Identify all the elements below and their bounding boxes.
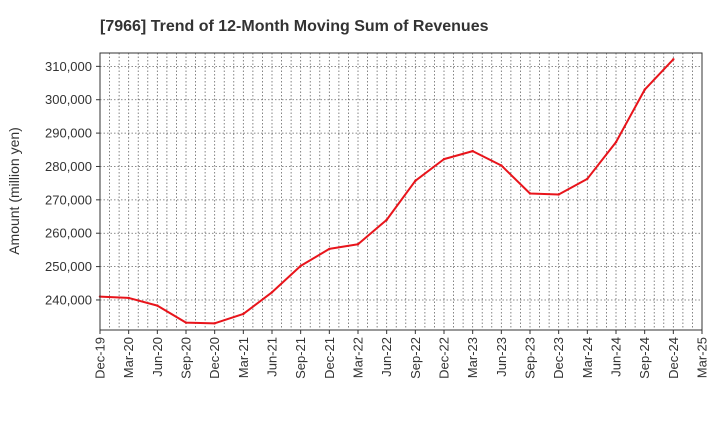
x-tick-label: Sep-22 — [408, 337, 423, 379]
data-point — [614, 140, 618, 144]
x-tick-label: Dec-19 — [93, 337, 108, 379]
y-tick-label: 270,000 — [45, 192, 92, 207]
series-layer — [98, 58, 675, 325]
data-point — [557, 193, 560, 196]
data-point — [270, 291, 274, 294]
x-tick-label: Mar-25 — [695, 337, 710, 378]
chart-title: [7966] Trend of 12-Month Moving Sum of R… — [100, 18, 489, 35]
data-point — [528, 192, 532, 195]
data-point — [643, 88, 646, 91]
x-tick-label: Mar-20 — [121, 337, 136, 378]
x-axis-ticks: Dec-19 Mar-20 Jun-20 Sep-20 Dec-20 Mar-21 Jun-… — [93, 330, 710, 379]
x-tick-label: Dec-22 — [437, 337, 452, 379]
data-point — [299, 264, 302, 268]
x-tick-label: Dec-24 — [666, 337, 681, 379]
x-tick-label: Jun-23 — [494, 337, 509, 377]
plot-frame — [99, 52, 703, 331]
y-tick-label: 280,000 — [45, 159, 92, 174]
x-tick-label: Dec-23 — [551, 337, 566, 379]
data-point — [213, 322, 216, 325]
x-tick-label: Mar-22 — [351, 337, 366, 378]
x-tick-label: Sep-23 — [523, 337, 538, 379]
x-tick-label: Jun-20 — [150, 337, 165, 377]
x-tick-label: Jun-22 — [379, 337, 394, 377]
data-point — [471, 149, 474, 153]
data-point — [500, 164, 503, 167]
data-point — [328, 247, 331, 251]
data-point — [672, 58, 675, 61]
y-tick-label: 300,000 — [45, 92, 92, 107]
data-point — [127, 296, 130, 300]
x-tick-label: Dec-21 — [322, 337, 337, 379]
data-point — [385, 218, 388, 222]
grid — [100, 53, 702, 330]
y-tick-label: 250,000 — [45, 259, 92, 274]
x-tick-label: Mar-23 — [465, 337, 480, 378]
x-tick-label: Sep-21 — [293, 337, 308, 379]
x-tick-label: Jun-21 — [265, 337, 280, 377]
data-point — [586, 177, 589, 181]
y-axis-label: Amount (million yen) — [6, 127, 22, 255]
y-tick-label: 310,000 — [45, 59, 92, 74]
x-tick-label: Mar-24 — [580, 337, 595, 378]
data-point — [242, 312, 245, 316]
data-point — [442, 157, 446, 161]
data-point — [156, 304, 159, 307]
data-point — [356, 243, 360, 246]
x-tick-label: Sep-20 — [179, 337, 194, 379]
y-tick-label: 290,000 — [45, 126, 92, 141]
x-tick-label: Jun-24 — [609, 337, 624, 377]
y-tick-label: 240,000 — [45, 292, 92, 307]
y-axis-ticks: 240,000 250,000 260,000 270,000 280,000 290,0… — [45, 59, 100, 307]
data-point — [414, 179, 417, 183]
x-tick-label: Mar-21 — [236, 337, 251, 378]
x-tick-label: Sep-24 — [637, 337, 652, 379]
y-tick-label: 260,000 — [45, 226, 92, 241]
data-point — [184, 321, 188, 324]
x-tick-label: Dec-20 — [207, 337, 222, 379]
